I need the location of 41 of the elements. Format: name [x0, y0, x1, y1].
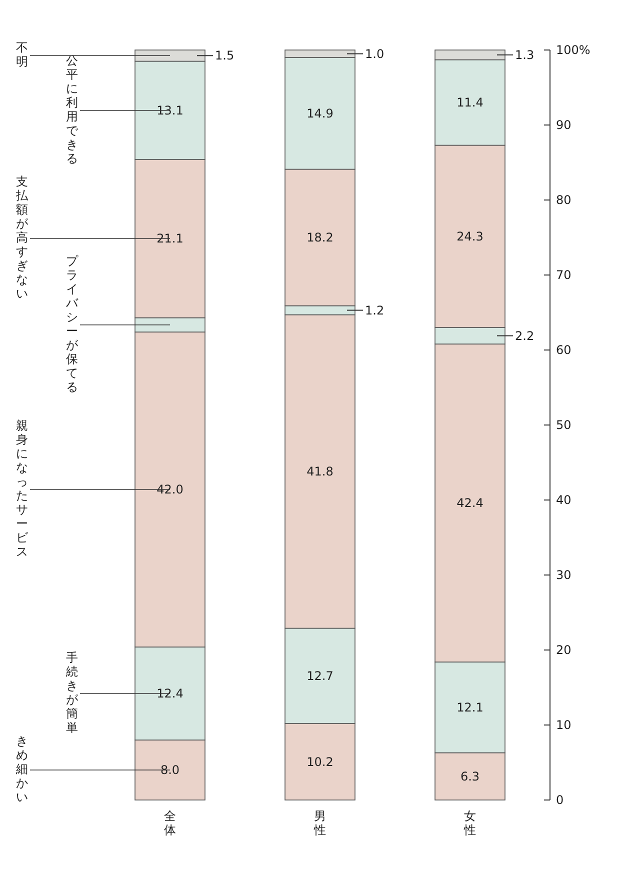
data-label: 1.5	[215, 48, 234, 63]
data-label: 11.4	[456, 96, 484, 110]
y-tick-label: 80	[556, 193, 572, 207]
x-tick-label: 男性	[313, 809, 326, 837]
data-label: 42.4	[456, 496, 484, 510]
y-tick-label: 90	[556, 118, 572, 132]
data-label: 12.7	[306, 668, 334, 683]
data-label: 12.1	[456, 700, 484, 714]
data-label: 13.1	[156, 103, 184, 118]
data-label: 14.9	[306, 106, 334, 120]
text: 公平に利用できる	[66, 53, 79, 166]
data-label: 41.8	[306, 464, 334, 478]
text: 手続きが簡単	[65, 650, 79, 734]
data-label: 8.0	[160, 763, 180, 777]
data-label: 1.3	[515, 48, 534, 62]
data-label: 42.0	[156, 482, 184, 496]
data-label: 1.0	[365, 46, 384, 61]
data-label: 2.2	[515, 328, 534, 343]
text: きめ細かい	[15, 734, 28, 804]
y-tick-label: 60	[556, 343, 572, 357]
text: プライバシーが保てる	[66, 254, 78, 394]
data-label: 21.1	[156, 232, 184, 246]
x-tick-label: 女性	[463, 809, 476, 837]
text: 親身になったサービス	[16, 418, 28, 558]
data-label: 1.2	[365, 303, 384, 318]
y-tick-label: 70	[556, 268, 572, 282]
y-tick-label: 40	[556, 493, 572, 507]
y-tick-label: 50	[556, 418, 572, 432]
data-label: 24.3	[456, 229, 484, 244]
data-label: 12.4	[156, 686, 184, 700]
text: 不明	[16, 40, 28, 69]
y-tick-label: 100%	[556, 43, 590, 57]
data-label: 10.2	[306, 754, 334, 769]
y-tick-label: 0	[556, 793, 564, 807]
y-tick-label: 10	[556, 718, 572, 732]
text: 支払額が高すぎない	[16, 174, 28, 301]
y-tick-label: 30	[556, 568, 572, 582]
y-tick-label: 20	[556, 643, 572, 657]
data-label: 6.3	[460, 769, 480, 784]
x-tick-label: 全体	[164, 809, 176, 837]
data-label: 18.2	[306, 230, 334, 244]
